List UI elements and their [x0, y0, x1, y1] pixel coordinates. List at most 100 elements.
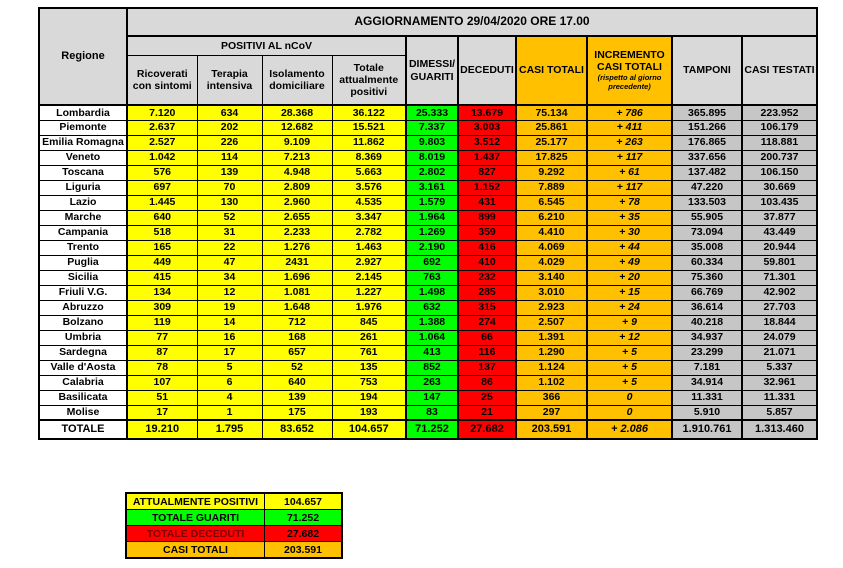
region-row: Sicilia 415 34 1.696 2.145 763 232 3.140 + 20 75.… — [38, 269, 818, 286]
cell-dimessi-guariti: 3.161 — [405, 179, 459, 196]
cell-deceduti: 3.003 — [457, 119, 517, 136]
cell-casi-totali: 4.069 — [515, 239, 588, 256]
cell-casi-totali: 6.545 — [515, 194, 588, 211]
cell-totale-positivi: 1.976 — [331, 299, 407, 316]
cell-isolamento-domiciliare: 4.948 — [261, 164, 333, 181]
col-header-terapia-intensiva: Terapia intensiva — [196, 54, 263, 106]
cell-casi-testati: 1.313.460 — [741, 419, 818, 440]
cell-casi-totali: 6.210 — [515, 209, 588, 226]
cell-totale-positivi: 4.535 — [331, 194, 407, 211]
cell-totale-positivi: 1.463 — [331, 239, 407, 256]
cell-casi-totali: 3.140 — [515, 269, 588, 286]
cell-casi-testati: 24.079 — [741, 329, 818, 346]
cell-isolamento-domiciliare: 657 — [261, 344, 333, 361]
cell-deceduti: 431 — [457, 194, 517, 211]
cell-ricoverati: 640 — [126, 209, 198, 226]
region-row: Abruzzo 309 19 1.648 1.976 632 315 2.923 + 24 36.… — [38, 299, 818, 316]
cell-incremento: + 411 — [586, 119, 673, 136]
cell-deceduti: 359 — [457, 224, 517, 241]
cell-incremento: + 30 — [586, 224, 673, 241]
region-name: Molise — [38, 404, 128, 421]
cell-casi-totali: 4.410 — [515, 224, 588, 241]
cell-casi-totali: 25.861 — [515, 119, 588, 136]
col-header-isolamento: Isolamento domiciliare — [261, 54, 333, 106]
cell-dimessi-guariti: 8.019 — [405, 149, 459, 166]
group-header-row: POSITIVI AL nCoV DIMESSI/ GUARITI DECEDU… — [39, 35, 818, 106]
cell-deceduti: 827 — [457, 164, 517, 181]
cell-incremento: + 44 — [586, 239, 673, 256]
summary-label: TOTALE GUARITI — [125, 509, 265, 526]
cell-incremento: + 2.086 — [586, 419, 673, 440]
region-name: Sardegna — [38, 344, 128, 361]
cell-totale-positivi: 2.782 — [331, 224, 407, 241]
region-row: Toscana 576 139 4.948 5.663 2.802 827 9.292 + 61… — [38, 164, 818, 181]
cell-deceduti: 274 — [457, 314, 517, 331]
cell-terapia-intensiva: 34 — [196, 269, 263, 286]
cell-isolamento-domiciliare: 2.233 — [261, 224, 333, 241]
cell-deceduti: 66 — [457, 329, 517, 346]
cell-totale-positivi: 261 — [331, 329, 407, 346]
cell-totale-positivi: 8.369 — [331, 149, 407, 166]
region-name: Veneto — [38, 149, 128, 166]
cell-ricoverati: 2.527 — [126, 134, 198, 151]
col-header-casi-totali: CASI TOTALI — [515, 35, 588, 106]
cell-isolamento-domiciliare: 1.276 — [261, 239, 333, 256]
cell-isolamento-domiciliare: 9.109 — [261, 134, 333, 151]
region-name: Calabria — [38, 374, 128, 391]
col-header-totale-positivi: Totale attualmente positivi — [331, 54, 407, 106]
region-name: Abruzzo — [38, 299, 128, 316]
region-row: Lombardia 7.120 634 28.368 36.122 25.333 13.67… — [38, 104, 818, 121]
col-header-incremento: INCREMENTO CASI TOTALI (rispetto al gior… — [586, 35, 673, 106]
cell-casi-testati: 37.877 — [741, 209, 818, 226]
cell-incremento: + 5 — [586, 344, 673, 361]
cell-tamponi: 35.008 — [671, 239, 743, 256]
cell-ricoverati: 576 — [126, 164, 198, 181]
col-header-deceduti: DECEDUTI — [457, 35, 517, 106]
cell-incremento: + 49 — [586, 254, 673, 271]
region-name: Valle d'Aosta — [38, 359, 128, 376]
summary-row: TOTALE DECEDUTI 27.682 — [125, 525, 343, 542]
cell-terapia-intensiva: 19 — [196, 299, 263, 316]
cell-ricoverati: 449 — [126, 254, 198, 271]
cell-terapia-intensiva: 1.795 — [196, 419, 263, 440]
summary-rows: ATTUALMENTE POSITIVI 104.657 TOTALE GUARIT… — [125, 492, 343, 559]
cell-tamponi: 34.914 — [671, 374, 743, 391]
cell-casi-totali: 1.391 — [515, 329, 588, 346]
region-name: Basilicata — [38, 389, 128, 406]
cell-totale-positivi: 761 — [331, 344, 407, 361]
cell-totale-positivi: 193 — [331, 404, 407, 421]
cell-tamponi: 73.094 — [671, 224, 743, 241]
cell-casi-testati: 43.449 — [741, 224, 818, 241]
cell-totale-positivi: 2.927 — [331, 254, 407, 271]
region-row: Valle d'Aosta 78 5 52 135 852 137 1.124 + 5 7.181… — [38, 359, 818, 376]
cell-totale-positivi: 135 — [331, 359, 407, 376]
cell-incremento: + 78 — [586, 194, 673, 211]
cell-isolamento-domiciliare: 2.809 — [261, 179, 333, 196]
cell-dimessi-guariti: 25.333 — [405, 104, 459, 121]
cell-dimessi-guariti: 413 — [405, 344, 459, 361]
cell-dimessi-guariti: 71.252 — [405, 419, 459, 440]
cell-terapia-intensiva: 226 — [196, 134, 263, 151]
cell-totale-positivi: 1.227 — [331, 284, 407, 301]
cell-casi-totali: 75.134 — [515, 104, 588, 121]
summary-value: 203.591 — [264, 541, 343, 559]
cell-casi-testati: 32.961 — [741, 374, 818, 391]
cell-dimessi-guariti: 2.190 — [405, 239, 459, 256]
cell-casi-testati: 223.952 — [741, 104, 818, 121]
cell-incremento: + 24 — [586, 299, 673, 316]
cell-casi-testati: 5.857 — [741, 404, 818, 421]
region-row: Bolzano 119 14 712 845 1.388 274 2.507 + 9 40.218… — [38, 314, 818, 331]
col-header-tamponi: TAMPONI — [671, 35, 743, 106]
region-row: Friuli V.G. 134 12 1.081 1.227 1.498 285 3.010 +… — [38, 284, 818, 301]
cell-tamponi: 23.299 — [671, 344, 743, 361]
cell-incremento: + 61 — [586, 164, 673, 181]
cell-casi-totali: 203.591 — [515, 419, 588, 440]
region-name: Friuli V.G. — [38, 284, 128, 301]
incremento-label: INCREMENTO CASI TOTALI — [594, 49, 665, 74]
cell-casi-totali: 1.102 — [515, 374, 588, 391]
cell-totale-positivi: 36.122 — [331, 104, 407, 121]
cell-incremento: + 117 — [586, 149, 673, 166]
cell-tamponi: 5.910 — [671, 404, 743, 421]
cell-ricoverati: 134 — [126, 284, 198, 301]
cell-deceduti: 25 — [457, 389, 517, 406]
